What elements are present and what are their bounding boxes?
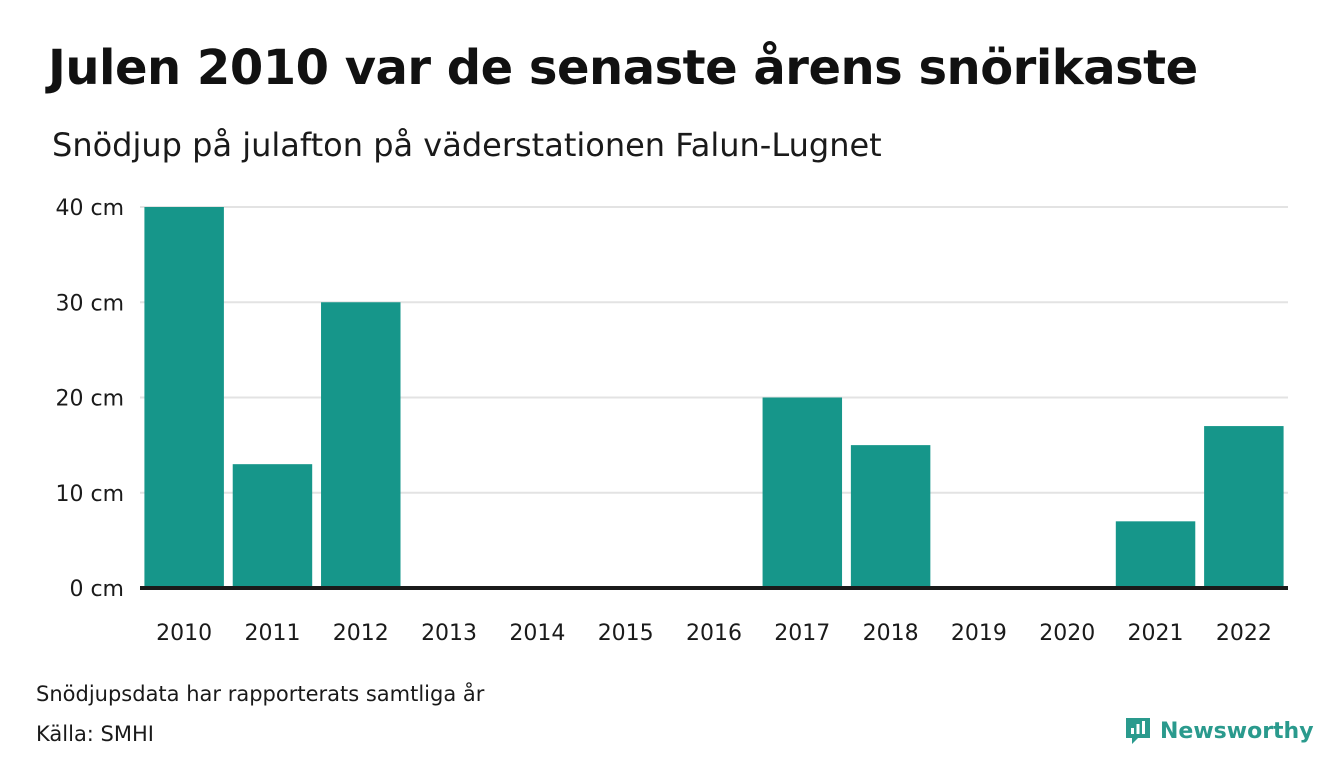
x-tick-label: 2016 [686,621,742,646]
y-tick-label: 30 cm [55,291,124,316]
source-note: Källa: SMHI [36,722,154,746]
x-tick-label: 2013 [421,621,477,646]
x-tick-label: 2018 [863,621,919,646]
bar-2011 [232,464,313,588]
brand-name: Newsworthy [1160,718,1314,744]
newsworthy-logo-icon [1126,718,1150,744]
bar-2022 [1204,426,1284,588]
x-tick-label: 2020 [1039,621,1095,646]
x-tick-label: 2014 [509,621,565,646]
x-axis-ticks: 2010 2011 2012 2013 2014 2015 2016 2017 2018 2019… [156,621,1272,646]
bar-2010 [144,207,224,588]
brand-logo: Newsworthy [1124,716,1314,746]
y-axis-ticks: 0 cm 10 cm 20 cm 30 cm 40 cm [55,196,124,602]
chart-subtitle: Snödjup på julafton på väderstationen Fa… [52,126,882,164]
data-note: Snödjupsdata har rapporterats samtliga å… [36,682,485,706]
bars [144,207,1284,588]
bar-2018 [850,445,931,588]
x-tick-label: 2011 [244,621,300,646]
bar-2021 [1115,521,1196,588]
bar-2012 [321,302,401,588]
x-tick-label: 2012 [333,621,389,646]
x-tick-label: 2022 [1216,621,1272,646]
y-tick-label: 10 cm [55,482,124,507]
x-tick-label: 2017 [774,621,830,646]
y-tick-label: 20 cm [55,387,124,412]
x-tick-label: 2010 [156,621,212,646]
y-tick-label: 0 cm [69,577,124,602]
y-tick-label: 40 cm [55,196,124,221]
bar-2017 [762,397,843,588]
x-tick-label: 2019 [951,621,1007,646]
chart-title: Julen 2010 var de senaste årens snörikas… [48,40,1198,96]
x-tick-label: 2015 [598,621,654,646]
gridlines [140,206,1288,494]
x-tick-label: 2021 [1128,621,1184,646]
